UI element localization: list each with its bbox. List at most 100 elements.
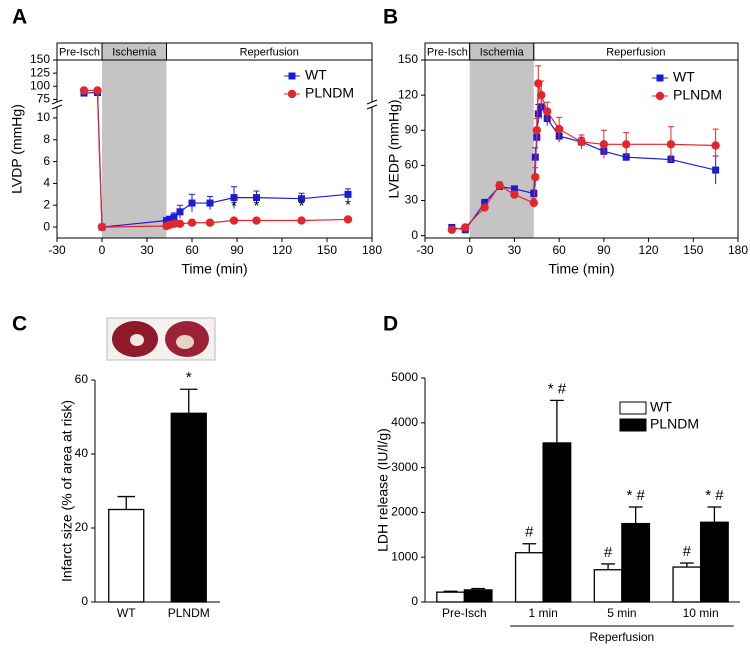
y-axis-title: Infarct size (% of area at risk): [59, 400, 75, 582]
marker: [169, 219, 179, 229]
significance-label: *: [345, 196, 351, 213]
legend-swatch: [619, 418, 647, 432]
legend-swatch: [619, 401, 647, 415]
y-tick-label: 6: [43, 154, 50, 168]
legend-label: WT: [305, 67, 327, 83]
x-tick-label: 30: [508, 243, 522, 257]
bar: [593, 569, 623, 603]
marker: [622, 153, 630, 161]
panel-label: C: [12, 313, 27, 336]
x-tick-label: 180: [728, 243, 748, 257]
marker: [229, 216, 239, 225]
marker: [461, 223, 470, 232]
x-tick-label: 150: [683, 243, 703, 257]
ischemia-shade: [102, 60, 167, 238]
y-tick-label: 100: [30, 78, 50, 92]
marker: [532, 126, 541, 135]
phase-label: Ischemia: [480, 46, 525, 58]
y-tick-label: 0: [411, 228, 418, 242]
marker: [97, 222, 107, 232]
marker: [480, 203, 489, 212]
x-axis-title: Time (min): [181, 261, 247, 277]
legend-label: PLNDM: [305, 85, 354, 101]
marker: [510, 185, 518, 193]
phase-label: Reperfusion: [606, 46, 665, 58]
marker: [534, 110, 542, 118]
break-mark: [366, 104, 378, 110]
y-tick-label: 150: [30, 52, 50, 66]
marker: [206, 199, 214, 207]
y-tick-label: 0: [43, 219, 50, 233]
y-tick-label: 1000: [391, 549, 418, 563]
significance-label: *: [186, 369, 192, 386]
y-tick-label: 60: [405, 158, 419, 172]
marker: [298, 195, 305, 203]
x-tick-label: 180: [362, 243, 382, 257]
break-mark: [51, 104, 63, 110]
y-tick-label: 2000: [391, 505, 418, 519]
marker: [175, 219, 185, 229]
bar: [108, 508, 145, 603]
x-axis-title: Time (min): [548, 261, 614, 277]
legend-marker: [287, 89, 297, 99]
legend-label: PLNDM: [650, 416, 699, 432]
significance-label: * #: [626, 487, 645, 504]
marker: [712, 166, 720, 174]
bar: [514, 552, 544, 603]
phase-label: Pre-Isch: [59, 46, 100, 58]
y-tick-label: 10: [37, 110, 51, 124]
significance-label: #: [525, 524, 534, 541]
y-tick-label: 2: [43, 197, 50, 211]
heart-slice-core: [176, 335, 194, 349]
marker: [711, 141, 720, 150]
phase-label: Ischemia: [112, 46, 157, 58]
marker: [510, 190, 519, 199]
significance-label: * #: [705, 487, 724, 504]
y-tick-label: 20: [75, 520, 89, 534]
bar: [436, 591, 466, 603]
panel-label: B: [383, 6, 398, 29]
legend-label: WT: [650, 399, 672, 415]
break-mark: [51, 99, 63, 105]
x-tick-label: 120: [639, 243, 659, 257]
phase-label: Reperfusion: [240, 46, 299, 58]
break-mark: [366, 99, 378, 105]
axis-break: [51, 102, 63, 107]
axis-break: [366, 102, 378, 107]
significance-label: *: [254, 198, 260, 215]
y-tick-label: 5000: [391, 370, 418, 384]
y-tick-label: 150: [398, 52, 418, 66]
y-tick-label: 8: [43, 132, 50, 146]
marker: [537, 90, 546, 100]
marker: [176, 208, 184, 216]
marker: [447, 225, 457, 235]
y-axis-title: LDH release (IU/l/g): [375, 428, 391, 552]
x-tick-label: WT: [117, 606, 136, 620]
marker: [577, 137, 586, 147]
marker: [79, 86, 89, 95]
y-axis-title: LVDP (mmHg): [9, 104, 25, 194]
bar: [621, 522, 651, 603]
marker: [529, 198, 539, 208]
panel-label: D: [383, 313, 398, 336]
bar: [542, 442, 572, 603]
bar: [463, 589, 493, 603]
x-tick-label: 150: [317, 243, 337, 257]
y-tick-label: 60: [75, 372, 89, 386]
x-tick-label: -30: [48, 243, 66, 257]
x-tick-label: PLNDM: [168, 606, 210, 620]
x-tick-label: -30: [416, 243, 434, 257]
marker: [297, 216, 306, 225]
y-tick-label: 4: [43, 176, 50, 190]
y-tick-label: 0: [81, 594, 88, 608]
marker: [187, 218, 197, 227]
ischemia-shade: [469, 60, 534, 238]
plot-frame: [56, 59, 373, 239]
y-tick-label: 4000: [391, 415, 418, 429]
marker: [205, 218, 215, 227]
significance-label: #: [683, 543, 692, 560]
marker: [93, 86, 102, 95]
marker: [170, 213, 178, 221]
y-tick-label: 0: [411, 594, 418, 608]
